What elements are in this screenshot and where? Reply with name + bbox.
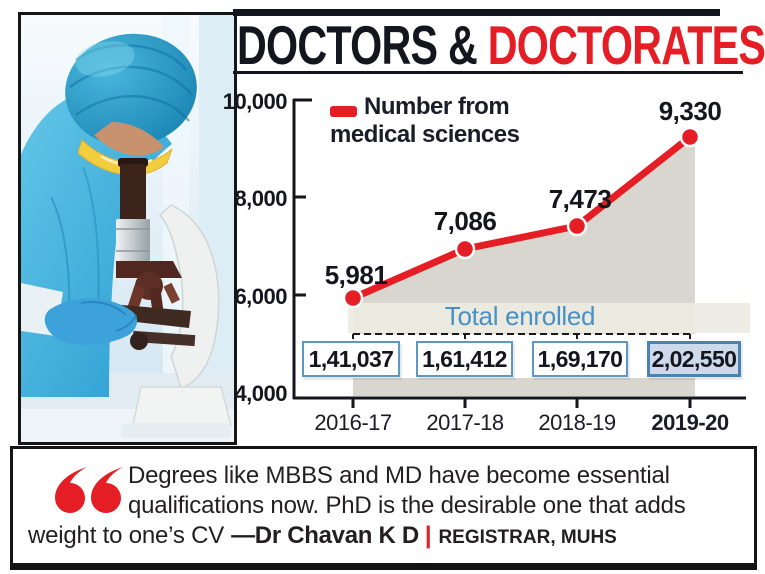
lab-photo-illustration: [21, 15, 234, 442]
quote-author: —Dr Chavan K D: [231, 522, 419, 549]
quote-marks-icon: [28, 461, 128, 516]
quote-separator: |: [424, 522, 432, 549]
total-box-2018-19: 1,69,170: [532, 341, 628, 377]
header-rule: [233, 71, 743, 74]
y-tick-label: 8,000: [234, 186, 287, 211]
total-box-2016-17: 1,41,037: [302, 341, 400, 377]
x-axis-label: 2018-19: [538, 410, 616, 435]
legend-swatch: [330, 106, 357, 117]
quote-body: Degrees like MBBS and MD have become ess…: [13, 449, 754, 553]
x-axis-label: 2016-17: [314, 410, 392, 435]
quote-author-role: REGISTRAR, MUHS: [438, 527, 617, 548]
lab-photo: [18, 12, 237, 445]
header-top-bar: [233, 9, 720, 16]
y-tick-label: 10,000: [222, 89, 288, 114]
x-axis-label: 2017-18: [426, 410, 504, 435]
total-box-2017-18: 1,61,412: [416, 341, 513, 377]
y-tick-label: 6,000: [234, 284, 287, 309]
total-box-2019-20: 2,02,550: [647, 341, 741, 377]
legend-label-line2: medical sciences: [330, 121, 520, 148]
page-title-black: DOCTORS &: [237, 14, 488, 76]
y-tick-label: 4,000: [234, 381, 287, 406]
quote-last-line: weight to one’s CV —Dr Chavan K D | REGISTR…: [28, 521, 744, 553]
data-point-label: 9,330: [658, 96, 722, 126]
page-title: DOCTORS & DOCTORATES: [237, 18, 765, 73]
x-axis-label: 2019-20: [651, 410, 729, 435]
quote-box: Degrees like MBBS and MD have become ess…: [10, 446, 757, 570]
total-enrolled-label: Total enrolled: [444, 301, 596, 331]
quote-line: qualifications now. PhD is the desirable…: [128, 492, 686, 519]
data-point-label: 5,981: [324, 260, 388, 290]
data-point-label: 7,473: [548, 184, 612, 214]
page-title-red: DOCTORATES: [487, 14, 765, 76]
quote-line: Degrees like MBBS and MD have become ess…: [128, 462, 670, 489]
data-point-label: 7,086: [433, 206, 497, 236]
quote-line-text: weight to one’s CV: [28, 522, 225, 549]
legend-label-line1: Number from: [364, 93, 510, 120]
